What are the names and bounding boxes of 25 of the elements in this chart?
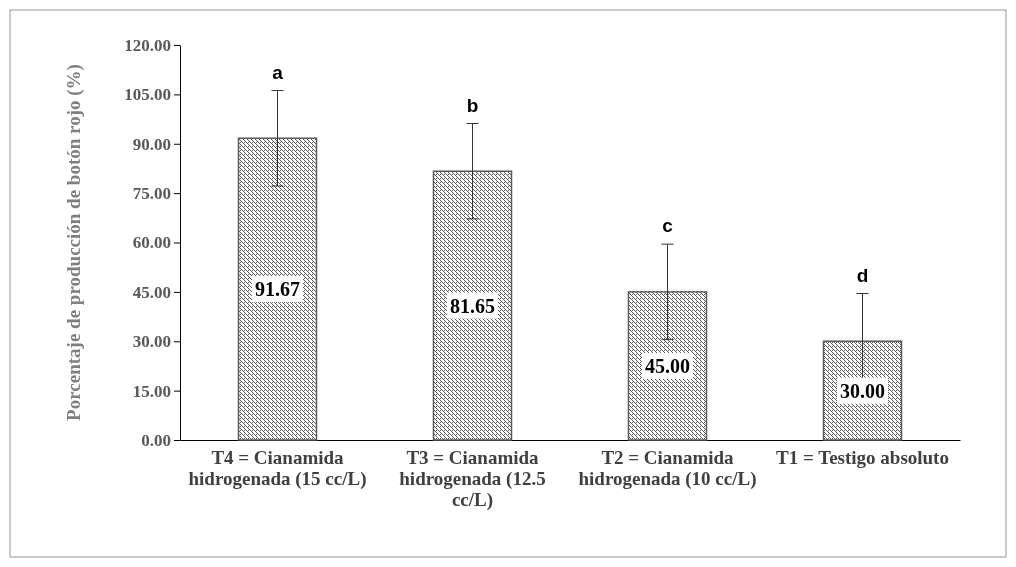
y-tick-label: 120.00: [124, 35, 171, 55]
y-axis-title: Porcentaje de producción de botón rojo (%): [63, 64, 85, 421]
y-tick-label: 0.00: [141, 430, 171, 450]
y-tick-label: 15.00: [132, 381, 171, 401]
annotation: d: [856, 264, 869, 286]
y-tick-label: 45.00: [132, 282, 171, 302]
annotation: b: [466, 94, 479, 116]
x-tick-label: T1 = Testigo absoluto: [776, 447, 949, 468]
bar: [237, 137, 318, 441]
bar: [627, 291, 708, 441]
x-tick-label: T2 = Cianamida hidrogenada (10 cc/L): [578, 447, 757, 490]
annotation: c: [662, 215, 674, 237]
y-tick-label: 75.00: [132, 184, 171, 204]
data-label: 30.00: [840, 379, 885, 402]
data-label: 91.67: [255, 278, 300, 301]
x-tick-label: T3 = Cianamida hidrogenada (12.5 cc/L): [399, 447, 546, 511]
y-tick-label: 60.00: [132, 233, 171, 253]
data-label: 81.65: [450, 294, 495, 317]
bar: [432, 170, 513, 441]
y-tick-label: 105.00: [124, 85, 171, 105]
y-tick-label: 30.00: [132, 332, 171, 352]
data-label: 45.00: [645, 354, 690, 377]
annotation: a: [272, 61, 284, 83]
x-tick-label: T4 = Cianamida hidrogenada (15 cc/L): [188, 447, 367, 490]
y-tick-label: 90.00: [132, 134, 171, 154]
